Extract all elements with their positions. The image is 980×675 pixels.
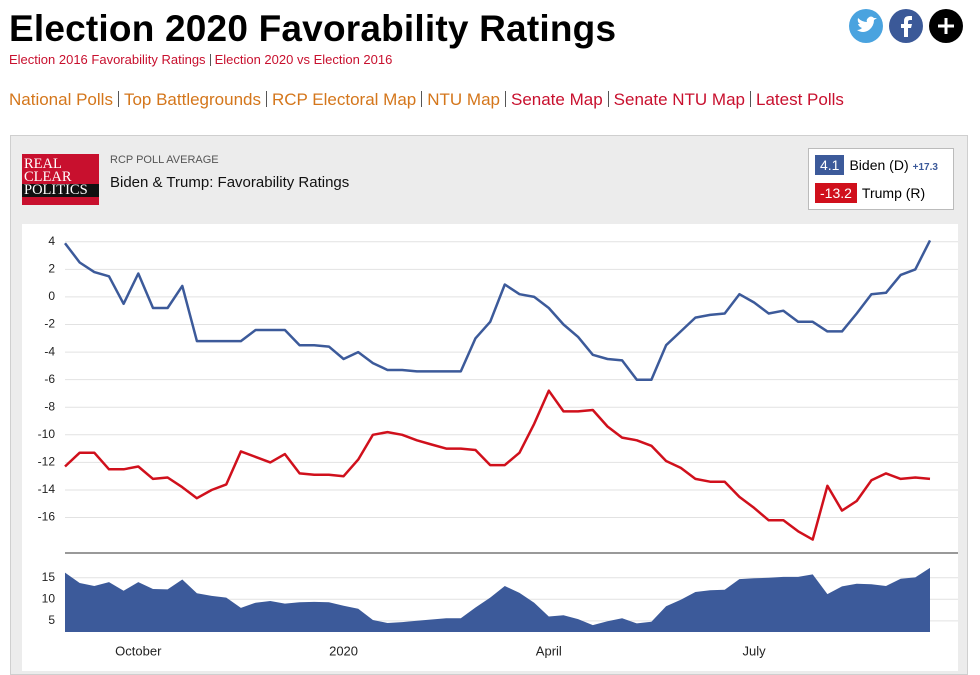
nav-link[interactable]: RCP Electoral Map [272,90,417,109]
logo-text: POLITICS [22,183,99,197]
nav-link[interactable]: Latest Polls [756,90,844,109]
nav-link[interactable]: NTU Map [427,90,500,109]
page-title: Election 2020 Favorability Ratings [9,8,617,49]
more-button[interactable] [929,9,963,43]
twitter-button[interactable] [849,9,883,43]
chart-title: Biden & Trump: Favorability Ratings [110,174,350,191]
nav-link[interactable]: Senate Map [510,90,603,109]
sub-links: Election 2016 Favorability Ratings Electi… [9,52,392,67]
sub-link[interactable]: Election 2016 Favorability Ratings [9,52,206,67]
nav-bar: National Polls Top Battlegrounds RCP Elect… [9,90,844,110]
legend: 4.1 Biden (D) +17.3 -13.2 Trump (R) [808,148,954,210]
social-icons [849,9,963,43]
legend-value: 4.1 [815,155,845,175]
nav-link[interactable]: Senate NTU Map [613,90,746,109]
legend-label: Biden (D) [849,157,909,173]
nav-link[interactable]: Top Battlegrounds [123,90,261,109]
logo-text: CLEAR [24,169,72,185]
nav-link[interactable]: National Polls [9,90,113,109]
legend-label: Trump (R) [861,185,926,201]
chart-panel [10,135,968,675]
spread-label: +17.3 [912,162,938,173]
facebook-button[interactable] [889,9,923,43]
legend-value: -13.2 [815,183,857,203]
sub-link[interactable]: Election 2020 vs Election 2016 [214,52,393,67]
chart-kicker: RCP POLL AVERAGE [110,154,219,166]
rcp-logo: REAL CLEAR POLITICS [22,154,99,205]
logo-text: REAL [24,156,62,172]
